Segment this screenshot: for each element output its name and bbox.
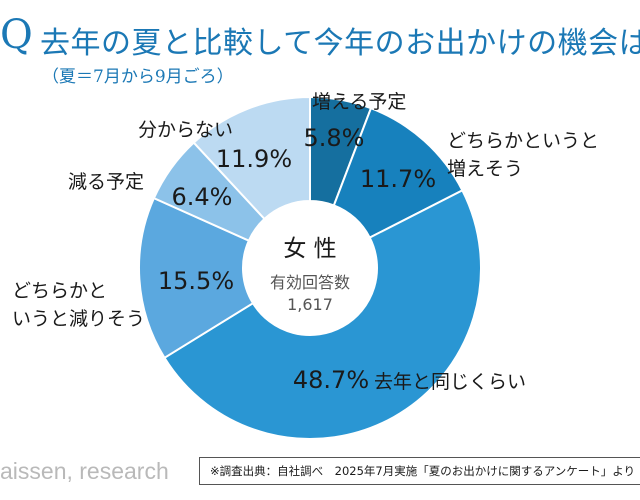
center-count: 1,617 [287,295,333,314]
category-label-dochira-gen-2: いうと減りそう [12,308,145,330]
pct-label-wakaranai: 11.9% [216,145,292,173]
category-label-onaji: 去年と同じくらい [374,371,526,393]
title-row: Q 去年の夏と比較して今年のお出かけの機会は [0,12,640,61]
question-title: 去年の夏と比較して今年のお出かけの機会は [40,26,640,61]
center-title: 女 性 [283,236,336,262]
center-caption: 有効回答数 [270,273,350,292]
pct-label-dochira-fue: 11.7% [360,165,436,193]
category-label-heru: 減る予定 [68,171,144,193]
question-subtitle: （夏＝7月から9月ごろ） [42,67,234,87]
donut-hole [243,201,377,335]
question-mark-q: Q [0,12,33,58]
pct-label-dochira-gen: 15.5% [158,267,234,295]
category-label-dochira-gen-1: どちらかと [12,280,107,302]
source-note: ※調査出典：自社調べ 2025年7月実施「夏のお出かけに関するアンケート」より [199,457,640,485]
pct-label-heru: 6.4% [172,183,233,211]
category-label-dochira-fue-1: どちらかというと [447,130,599,152]
pct-label-onaji: 48.7% [293,366,369,394]
pct-label-zoeru: 5.8% [304,124,365,152]
category-label-zoeru: 増える予定 [312,91,406,113]
category-label-dochira-fue-2: 増えそう [447,158,523,180]
category-label-wakaranai: 分からない [138,119,233,141]
brand-logo: aissen, research [0,458,169,484]
